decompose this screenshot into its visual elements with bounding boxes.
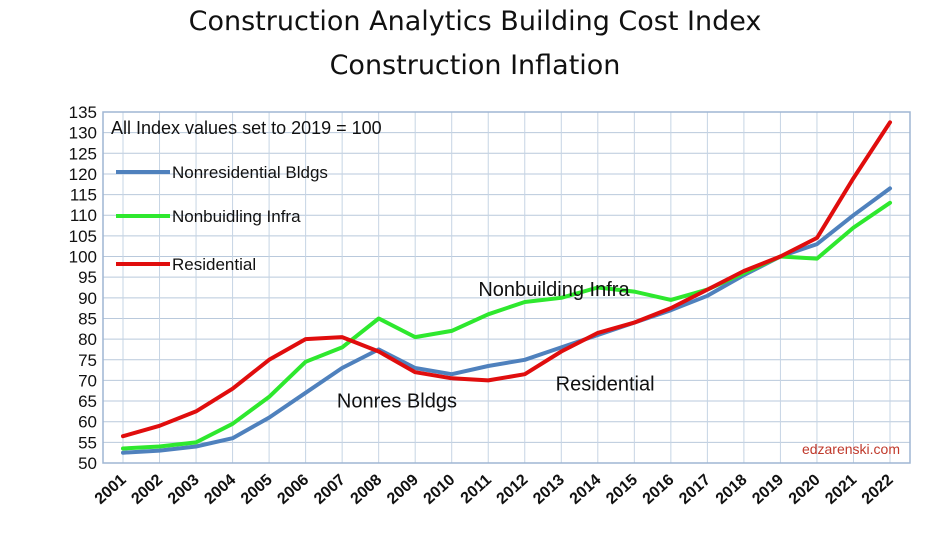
y-tick-label: 80 bbox=[78, 330, 97, 349]
y-tick-label: 120 bbox=[69, 165, 97, 184]
y-tick-label: 60 bbox=[78, 413, 97, 432]
x-tick-label: 2017 bbox=[676, 471, 714, 508]
series-lines bbox=[121, 120, 892, 455]
x-tick-label: 2018 bbox=[713, 471, 751, 508]
series-line bbox=[121, 200, 892, 451]
y-tick-label: 130 bbox=[69, 124, 97, 143]
y-tick-label: 85 bbox=[78, 309, 97, 328]
y-tick-label: 105 bbox=[69, 227, 97, 246]
y-tick-label: 75 bbox=[78, 351, 97, 370]
x-tick-label: 2016 bbox=[640, 471, 678, 508]
x-tick-label: 2015 bbox=[603, 471, 641, 508]
x-tick-label: 2013 bbox=[530, 471, 568, 508]
x-tick-label: 2021 bbox=[822, 471, 860, 508]
chart-title: Construction Analytics Building Cost Ind… bbox=[188, 6, 762, 37]
y-tick-label: 125 bbox=[69, 144, 97, 163]
legend-label: Residential bbox=[172, 255, 256, 274]
y-tick-label: 95 bbox=[78, 268, 97, 287]
annotation-label: Residential bbox=[556, 374, 655, 396]
x-tick-label: 2005 bbox=[238, 471, 276, 508]
x-tick-label: 2022 bbox=[859, 471, 897, 508]
y-tick-label: 115 bbox=[70, 186, 97, 205]
x-tick-label: 2020 bbox=[786, 471, 824, 508]
y-tick-label: 110 bbox=[70, 206, 97, 225]
legend-label: Nonbuidling Infra bbox=[172, 207, 301, 226]
x-tick-label: 2008 bbox=[348, 471, 386, 508]
index-note: All Index values set to 2019 = 100 bbox=[111, 118, 382, 138]
y-tick-label: 90 bbox=[78, 289, 97, 308]
legend-label: Nonresidential Bldgs bbox=[172, 163, 328, 182]
chart-subtitle: Construction Inflation bbox=[329, 50, 621, 81]
x-tick-label: 2007 bbox=[311, 471, 349, 508]
credit-label: edzarenski.com bbox=[802, 441, 900, 457]
x-tick-label: 2019 bbox=[749, 471, 787, 508]
y-tick-label: 100 bbox=[69, 248, 97, 267]
legend: Nonresidential Bldgs Nonbuidling Infra Res… bbox=[116, 163, 328, 274]
annotations: Nonbuilding Infra Nonres Bldgs Residential bbox=[337, 279, 655, 412]
x-tick-label: 2003 bbox=[165, 471, 203, 508]
y-tick-label: 70 bbox=[78, 371, 97, 390]
series-line bbox=[121, 186, 892, 455]
x-tick-label: 2006 bbox=[274, 471, 312, 508]
annotation-label: Nonbuilding Infra bbox=[478, 279, 630, 301]
x-tick-label: 2012 bbox=[494, 471, 532, 508]
y-tick-label: 55 bbox=[78, 433, 97, 452]
x-axis-ticks: 2001200220032004200520062007200820092010… bbox=[92, 471, 897, 508]
y-tick-label: 65 bbox=[78, 392, 97, 411]
y-tick-label: 50 bbox=[78, 454, 97, 473]
y-tick-label: 135 bbox=[69, 103, 97, 122]
x-tick-label: 2011 bbox=[458, 471, 495, 507]
series-line bbox=[121, 120, 892, 439]
x-tick-label: 2004 bbox=[201, 471, 239, 508]
x-tick-label: 2009 bbox=[384, 471, 422, 508]
y-axis-ticks: 5055606570758085909510010511011512012513… bbox=[69, 103, 97, 473]
grid-lines bbox=[103, 111, 910, 464]
annotation-label: Nonres Bldgs bbox=[337, 390, 457, 412]
x-tick-label: 2002 bbox=[128, 471, 166, 508]
x-tick-label: 2010 bbox=[421, 471, 459, 508]
x-tick-label: 2001 bbox=[92, 471, 130, 508]
plot-area bbox=[102, 111, 911, 464]
x-tick-label: 2014 bbox=[567, 471, 605, 508]
